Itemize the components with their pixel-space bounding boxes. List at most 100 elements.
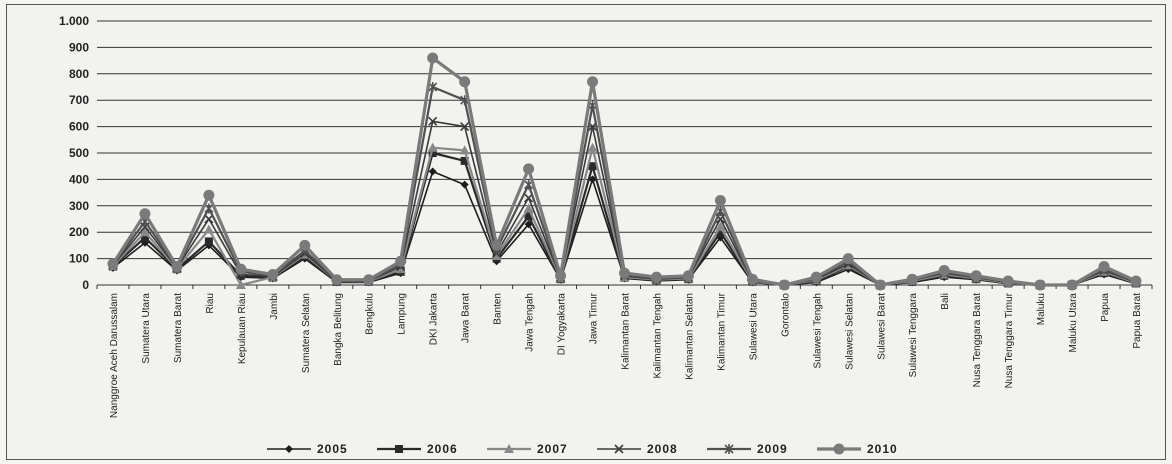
data-point (204, 203, 214, 214)
data-point (460, 156, 469, 165)
data-point (235, 263, 247, 275)
data-point (459, 76, 471, 88)
series-line-2008 (112, 120, 1137, 286)
data-point (204, 214, 214, 224)
data-point (331, 274, 343, 286)
x-tick-label: Bali (940, 293, 951, 310)
x-tick-label: DI Yogyakarta (557, 293, 568, 356)
legend-label: 2009 (757, 442, 788, 456)
legend-marker (285, 445, 293, 453)
data-point (299, 239, 311, 251)
x-tick-label: Papua (1100, 293, 1111, 322)
data-point (1130, 275, 1142, 287)
legend-label: 2006 (427, 442, 458, 456)
x-tick-label: Sumatera Selatan (301, 293, 312, 373)
y-tick-label: 200 (69, 225, 89, 239)
x-tick-label: Nusa Tenggara Barat (972, 293, 983, 388)
x-tick-label: Jawa Timur (589, 292, 600, 344)
legend-label: 2008 (647, 442, 678, 456)
data-point (491, 239, 503, 251)
legend-item-2009: 2009 (707, 442, 788, 456)
data-point (459, 145, 470, 155)
legend-marker (395, 445, 403, 453)
x-tick-label: Sulawesi Tenggara (908, 293, 919, 378)
data-point (746, 273, 758, 285)
legend-label: 2007 (537, 442, 568, 456)
data-point (107, 258, 119, 270)
series-2010 (107, 52, 1142, 291)
y-tick-label: 300 (69, 199, 89, 213)
x-tick-label: Bangka Belitung (333, 293, 344, 366)
x-tick-label: Sulawesi Utara (748, 293, 759, 361)
x-tick-label: Sumatera Barat (173, 293, 184, 363)
x-tick-label: Nusa Tenggara Timur (1004, 292, 1015, 388)
x-tick-label: Jambi (269, 293, 280, 320)
data-point (842, 253, 854, 265)
y-tick-label: 500 (69, 146, 89, 160)
data-point (171, 261, 183, 273)
data-point (363, 274, 375, 286)
data-point (524, 212, 533, 221)
data-point (427, 142, 438, 152)
data-point (874, 279, 886, 291)
x-tick-label: Sulawesi Selatan (844, 293, 855, 370)
x-tick-label: DKI Jakarta (429, 293, 440, 346)
x-tick-label: Kalimantan Barat (621, 293, 632, 370)
data-point (140, 233, 149, 242)
legend-marker (614, 444, 624, 454)
data-point (460, 122, 470, 132)
legend-item-2008: 2008 (597, 442, 678, 456)
data-point (395, 255, 407, 267)
x-tick-label: Sumatera Utara (141, 293, 152, 364)
data-point (460, 180, 469, 189)
data-point (203, 224, 214, 234)
data-point (650, 271, 662, 283)
y-tick-label: 800 (69, 67, 89, 81)
series-2008 (108, 116, 1141, 290)
data-point (588, 162, 597, 171)
data-point (139, 227, 150, 237)
data-point (714, 195, 726, 207)
x-tick-label: Riau (205, 293, 216, 314)
y-tick-label: 600 (69, 120, 89, 134)
legend-item-2007: 2007 (487, 442, 568, 456)
x-tick-label: Maluku Utara (1068, 293, 1079, 353)
legend-marker (833, 443, 845, 455)
x-tick-label: Bengkulu (365, 293, 376, 335)
data-point (970, 270, 982, 282)
series-line-2009 (112, 85, 1137, 287)
x-tick-label: Sulawesi Barat (876, 293, 887, 360)
data-point (204, 237, 213, 246)
x-tick-label: Nanggroe Aceh Darussalam (109, 293, 120, 418)
data-point (427, 52, 439, 64)
legend-marker (724, 444, 734, 454)
grid (97, 20, 1152, 286)
y-tick-label: 400 (69, 172, 89, 186)
data-point (682, 270, 694, 282)
series-line-2010 (111, 56, 1137, 287)
data-point (267, 268, 279, 280)
data-point (1034, 279, 1046, 291)
legend-label: 2010 (867, 442, 898, 456)
x-tick-label: Maluku (1036, 293, 1047, 325)
data-point (1002, 275, 1014, 287)
data-point (906, 273, 918, 285)
y-tick-label: 900 (69, 40, 89, 54)
y-tick-label: 0 (82, 278, 89, 292)
x-tick-label: Banten (493, 293, 504, 325)
data-point (588, 175, 597, 184)
x-tick-label: Sulawesi Tengah (812, 293, 823, 368)
data-point (428, 167, 437, 176)
x-tick-label: Papua Barat (1132, 293, 1143, 349)
data-point (938, 264, 950, 276)
x-tick-label: Kalimantan Tengah (652, 293, 663, 378)
x-tick-label: Gorontalo (780, 293, 791, 337)
data-point (235, 280, 246, 289)
data-point (491, 250, 502, 260)
data-point (523, 203, 534, 213)
legend-item-2010: 2010 (817, 442, 898, 456)
x-tick-label: Jawa Tengah (525, 293, 536, 352)
x-tick-label: Kepulauan Riau (237, 293, 248, 364)
x-tick-label: Kalimantan Selatan (684, 293, 695, 380)
data-point (428, 116, 438, 126)
